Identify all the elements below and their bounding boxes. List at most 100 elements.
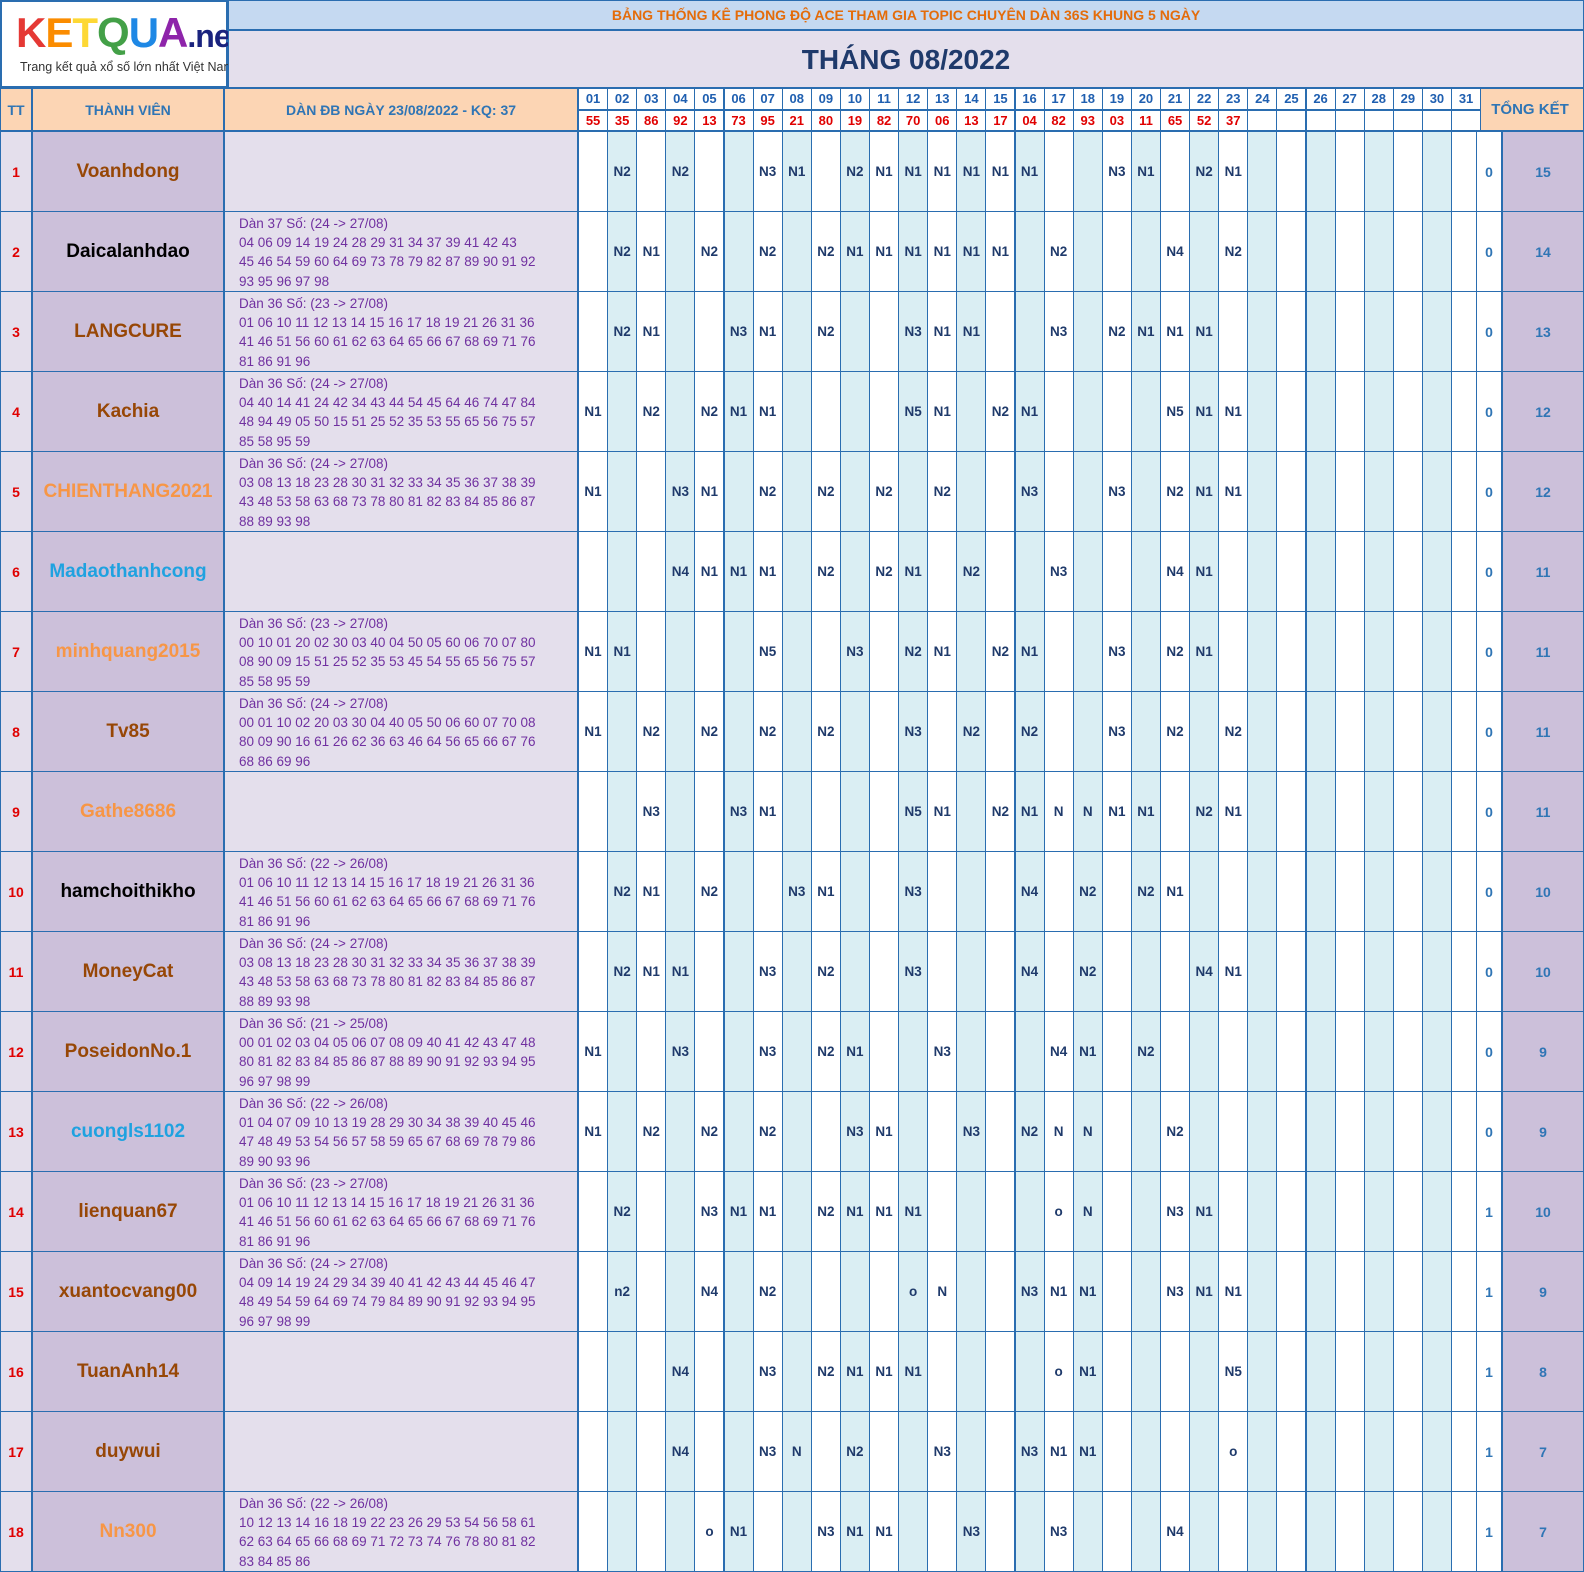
day-cell-24	[1247, 531, 1278, 612]
result-22: 52	[1189, 110, 1220, 131]
dan-heading: Dàn 36 Số: (22 -> 26/08)	[239, 1496, 388, 1511]
day-cell-11	[869, 931, 900, 1012]
member-name[interactable]: Voanhdong	[32, 131, 224, 212]
day-cell-17	[1043, 451, 1074, 532]
dan-line: 85 58 95 59	[239, 433, 311, 449]
member-name[interactable]: Nn300	[32, 1491, 224, 1572]
day-cell-08	[781, 771, 812, 852]
hit-mark: o	[694, 1491, 725, 1572]
result-09: 80	[810, 110, 841, 131]
day-cell-08	[781, 1331, 812, 1412]
hit-mark: N3	[1101, 451, 1132, 532]
dan-line: 85 58 95 59	[239, 673, 311, 689]
dan-line: 03 08 13 18 23 28 30 31 32 33 34 35 36 3…	[239, 475, 536, 491]
result-01: 55	[578, 110, 609, 131]
dan-heading: Dàn 36 Số: (22 -> 26/08)	[239, 856, 388, 871]
hit-mark: N1	[1160, 851, 1191, 932]
total-hits: 12	[1502, 371, 1584, 452]
member-name[interactable]: PoseidonNo.1	[32, 1011, 224, 1092]
hit-mark: N2	[927, 451, 958, 532]
result-04: 92	[665, 110, 696, 131]
day-cell-08	[781, 291, 812, 372]
member-name[interactable]: Tv85	[32, 691, 224, 772]
member-name[interactable]: CHIENTHANG2021	[32, 451, 224, 532]
hit-mark: N1	[1160, 291, 1191, 372]
hit-mark: N5	[898, 371, 929, 452]
hit-mark: N1	[636, 291, 667, 372]
hit-mark: N1	[956, 211, 987, 292]
day-cell-15	[985, 1251, 1016, 1332]
day-cell-13	[927, 851, 958, 932]
hit-mark: N4	[1160, 531, 1191, 612]
member-name[interactable]: LANGCURE	[32, 291, 224, 372]
day-cell-01	[578, 771, 609, 852]
day-cell-30	[1421, 211, 1452, 292]
day-cell-15	[985, 531, 1016, 612]
day-cell-22	[1189, 1091, 1220, 1172]
hit-mark: N2	[898, 611, 929, 692]
member-name[interactable]: TuanAnh14	[32, 1331, 224, 1412]
day-cell-15	[985, 931, 1016, 1012]
result-19: 03	[1101, 110, 1132, 131]
hit-mark: N2	[694, 691, 725, 772]
day-cell-29	[1392, 691, 1423, 772]
hit-mark: N1	[1072, 1331, 1103, 1412]
hit-mark: N2	[607, 931, 638, 1012]
day-cell-11	[869, 1251, 900, 1332]
row-number: 9	[0, 771, 32, 852]
row-number: 13	[0, 1091, 32, 1172]
day-cell-21	[1160, 1411, 1191, 1492]
hit-mark: N1	[839, 1491, 870, 1572]
day-header-29: 29	[1392, 88, 1423, 110]
member-name[interactable]: duywui	[32, 1411, 224, 1492]
hit-mark: N1	[1072, 1251, 1103, 1332]
dan-line: 62 63 64 65 66 68 69 71 72 73 74 76 78 8…	[239, 1534, 536, 1550]
member-name[interactable]: minhquang2015	[32, 611, 224, 692]
day-header-08: 08	[781, 88, 812, 110]
day-cell-08	[781, 211, 812, 292]
hit-mark: N2	[956, 691, 987, 772]
hit-mark: N1	[578, 451, 609, 532]
day-cell-15	[985, 291, 1016, 372]
day-cell-12	[898, 1091, 929, 1172]
hit-mark: N1	[723, 1171, 754, 1252]
day-cell-24	[1247, 771, 1278, 852]
day-cell-11	[869, 611, 900, 692]
day-header-14: 14	[956, 88, 987, 110]
day-cell-16	[1014, 1331, 1045, 1412]
hit-mark: N1	[1014, 611, 1045, 692]
day-cell-27	[1334, 1491, 1365, 1572]
hit-mark: N1	[1043, 1251, 1074, 1332]
hit-mark: N1	[578, 371, 609, 452]
member-name[interactable]: Kachia	[32, 371, 224, 452]
member-name[interactable]: cuongls1102	[32, 1091, 224, 1172]
day-cell-20	[1130, 451, 1161, 532]
day-cell-02	[607, 1091, 638, 1172]
day-cell-13	[927, 1491, 958, 1572]
member-name[interactable]: lienquan67	[32, 1171, 224, 1252]
total-hits: 11	[1502, 691, 1584, 772]
hit-mark: N3	[752, 931, 783, 1012]
day-cell-25	[1276, 1091, 1307, 1172]
member-name[interactable]: Madaothanhcong	[32, 531, 224, 612]
member-name[interactable]: xuantocvang00	[32, 1251, 224, 1332]
day-cell-30	[1421, 691, 1452, 772]
day-cell-29	[1392, 531, 1423, 612]
day-cell-25	[1276, 851, 1307, 932]
member-name[interactable]: Daicalanhdao	[32, 211, 224, 292]
total-hits: 7	[1502, 1491, 1584, 1572]
day-cell-25	[1276, 611, 1307, 692]
day-cell-15	[985, 451, 1016, 532]
result-12: 70	[898, 110, 929, 131]
day-cell-24	[1247, 1091, 1278, 1172]
result-29	[1392, 110, 1423, 131]
site-logo[interactable]: KETQUA.net Trang kết quả xổ số lớn nhất …	[0, 0, 241, 88]
member-name[interactable]: Gathe8686	[32, 771, 224, 852]
dan-numbers: Dàn 36 Số: (23 -> 27/08) 01 06 10 11 12 1…	[224, 291, 578, 372]
hit-mark: N2	[607, 211, 638, 292]
dan-line: 88 89 93 98	[239, 513, 311, 529]
member-name[interactable]: MoneyCat	[32, 931, 224, 1012]
day-cell-12	[898, 1411, 929, 1492]
row-number: 17	[0, 1411, 32, 1492]
member-name[interactable]: hamchoithikho	[32, 851, 224, 932]
